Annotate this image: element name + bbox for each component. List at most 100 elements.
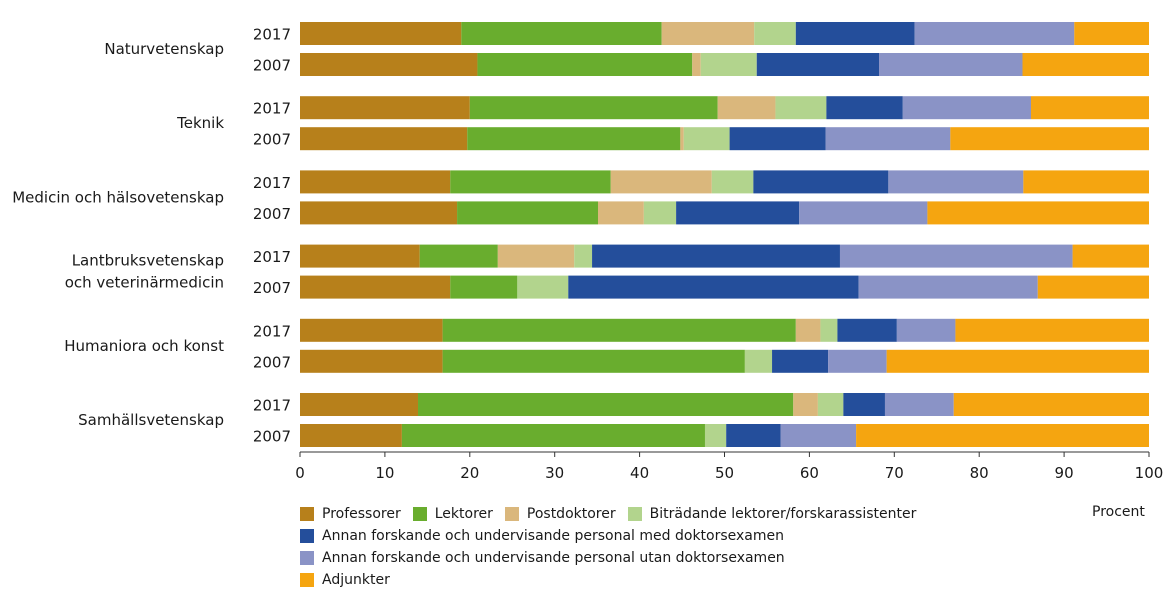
bar-segment [772, 349, 829, 373]
bar-segment [683, 127, 730, 151]
year-label: 2017 [253, 248, 291, 266]
bar-segment [1022, 53, 1149, 76]
bar-segment [597, 201, 644, 225]
year-label: 2007 [253, 428, 291, 446]
legend-item-bitradande: Biträdande lektorer/forskarassistenter [627, 506, 917, 522]
bar-segment [825, 127, 951, 151]
bar-segment [1037, 275, 1149, 299]
x-tick-label: 0 [295, 464, 305, 482]
bar-segment [886, 349, 1149, 373]
bar-segment [717, 96, 776, 120]
year-label: 2007 [253, 205, 291, 223]
legend-row-4: Adjunkter [300, 569, 928, 591]
bar-segment [442, 318, 796, 342]
x-tick-label: 50 [715, 464, 734, 482]
x-tick-label: 30 [545, 464, 564, 482]
bar-segment [300, 244, 420, 268]
legend-label-professorer: Professorer [322, 506, 401, 522]
bar-segment [497, 244, 575, 268]
year-label: 2007 [253, 279, 291, 297]
legend-item-professorer: Professorer [300, 506, 401, 522]
category-label: och veterinärmedicin [65, 274, 224, 292]
bar-segment [795, 318, 821, 342]
bar-segment [1023, 170, 1149, 194]
bar-segment [888, 170, 1024, 194]
bar-segment [300, 424, 402, 447]
bar-segment [828, 349, 887, 373]
bar-segment [450, 275, 518, 299]
x-tick-label: 80 [970, 464, 989, 482]
bar-segment [661, 22, 755, 45]
bar-segment [902, 96, 1031, 120]
legend-label-utan-doktorsexamen: Annan forskande och undervisande persona… [322, 550, 785, 566]
stacked-bar-chart: 2017 2007 Naturvetenskap 2017 2007 Teknik 2017… [12, 22, 1164, 482]
bar-segment [300, 96, 470, 120]
legend-item-lektorer: Lektorer [412, 506, 493, 522]
category-label: Samhällsvetenskap [78, 411, 224, 429]
legend-swatch-med-doktorsexamen [300, 529, 314, 543]
year-label: 2007 [253, 131, 291, 149]
legend-swatch-lektorer [412, 507, 427, 521]
bar-segment [704, 424, 727, 447]
bar-segment [927, 201, 1149, 225]
x-tick-label: 20 [460, 464, 479, 482]
bar-segment [839, 244, 1073, 268]
category-label: Naturvetenskap [104, 40, 224, 58]
bar-segment [643, 201, 677, 225]
bar-segment [753, 170, 889, 194]
bar-segment [676, 201, 800, 225]
legend-label-adjunkter: Adjunkter [322, 572, 390, 588]
bar-segment [419, 244, 498, 268]
bar-segment [574, 244, 593, 268]
bar-segment [817, 393, 844, 416]
category-label: Humaniora och konst [64, 337, 224, 355]
bar-segment [754, 22, 796, 45]
bar-segment [610, 170, 712, 194]
bar-segment [300, 275, 451, 299]
bar-segment [793, 393, 818, 416]
category-label: Teknik [176, 114, 224, 132]
legend-label-med-doktorsexamen: Annan forskande och undervisande persona… [322, 528, 785, 544]
bar-segment [477, 53, 693, 76]
bar-segment [799, 201, 928, 225]
bar-segment [418, 393, 794, 416]
bar-segment [856, 424, 1149, 447]
bar-segment [461, 22, 662, 45]
bar-segment [843, 393, 885, 416]
x-axis-unit-label: Procent [1092, 504, 1145, 520]
bar-segment [879, 53, 1023, 76]
bar-segment [469, 96, 718, 120]
bar-segment [692, 53, 701, 76]
legend-row-3: Annan forskande och undervisande persona… [300, 547, 928, 569]
bar-segment [726, 424, 781, 447]
x-tick-label: 100 [1135, 464, 1164, 482]
category-label: Lantbruksvetenskap [72, 252, 224, 270]
bar-segment [450, 170, 611, 194]
x-tick-label: 70 [885, 464, 904, 482]
bar-segment [680, 127, 684, 151]
bar-segment [756, 53, 880, 76]
legend-row-2: Annan forskande och undervisande persona… [300, 525, 928, 547]
bar-segment [300, 170, 451, 194]
year-label: 2007 [253, 57, 291, 75]
bar-segment [457, 201, 598, 225]
bar-segment [467, 127, 681, 151]
bar-segment [775, 96, 827, 120]
year-label: 2017 [253, 100, 291, 118]
legend-label-postdoktorer: Postdoktorer [526, 506, 616, 522]
legend: Professorer Lektorer Postdoktorer Biträd… [300, 503, 928, 591]
legend-item-utan-doktorsexamen: Annan forskande och undervisande persona… [300, 550, 785, 566]
x-tick-label: 90 [1055, 464, 1074, 482]
legend-label-bitradande: Biträdande lektorer/forskarassistenter [649, 506, 917, 522]
year-label: 2017 [253, 397, 291, 415]
bar-segment [711, 170, 754, 194]
bar-segment [744, 349, 773, 373]
bar-segment [953, 393, 1149, 416]
bar-segment [300, 318, 443, 342]
legend-swatch-utan-doktorsexamen [300, 551, 314, 565]
legend-swatch-professorer [300, 507, 314, 521]
year-label: 2007 [253, 353, 291, 371]
year-label: 2017 [253, 322, 291, 340]
bar-segment [592, 244, 840, 268]
bar-segment [1030, 96, 1149, 120]
